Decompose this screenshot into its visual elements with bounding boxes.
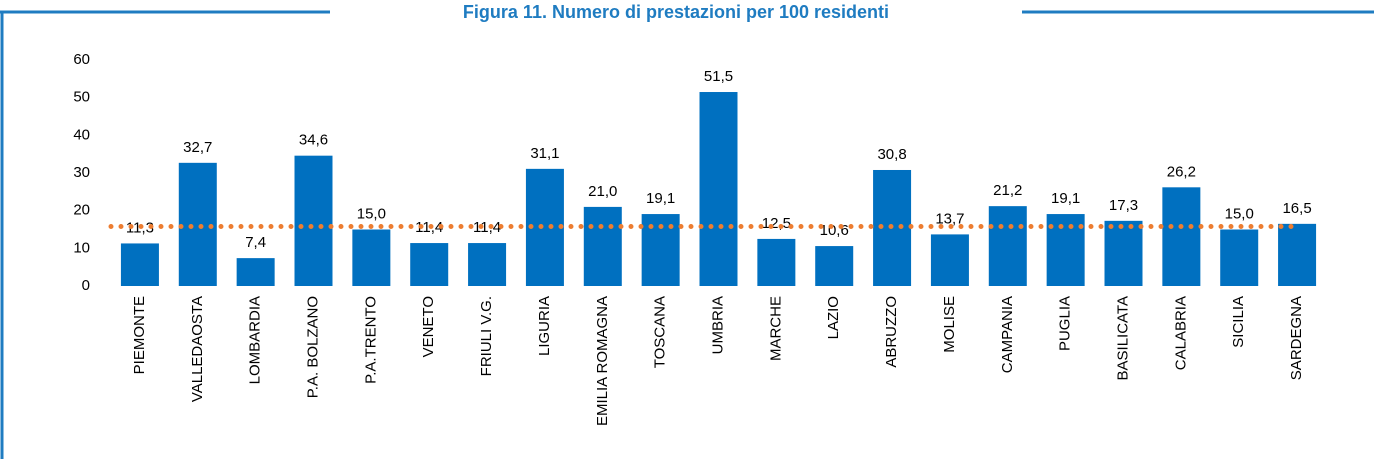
x-tick-label: SICILIA bbox=[1230, 296, 1247, 348]
bar bbox=[1162, 187, 1201, 286]
bar bbox=[410, 243, 449, 286]
value-label: 15,0 bbox=[357, 205, 386, 222]
bar bbox=[757, 238, 796, 286]
value-label: 19,1 bbox=[1051, 190, 1080, 207]
value-label: 16,5 bbox=[1282, 200, 1311, 217]
bar bbox=[236, 258, 275, 286]
x-tick-label: MOLISE bbox=[941, 296, 958, 353]
x-tick-label: P.A.TRENTO bbox=[362, 296, 379, 384]
value-label: 19,1 bbox=[646, 190, 675, 207]
value-label: 21,2 bbox=[993, 182, 1022, 199]
value-label: 51,5 bbox=[704, 68, 733, 85]
bar bbox=[1278, 223, 1317, 286]
value-label: 21,0 bbox=[588, 183, 617, 200]
x-tick-label: SARDEGNA bbox=[1288, 296, 1305, 380]
x-tick-label: LIGURIA bbox=[536, 296, 553, 356]
value-label: 34,6 bbox=[299, 132, 328, 149]
x-tick-label: CAMPANIA bbox=[999, 296, 1016, 373]
bar bbox=[988, 206, 1027, 286]
value-label: 7,4 bbox=[245, 234, 266, 251]
y-tick-label: 20 bbox=[73, 202, 90, 219]
bar bbox=[294, 155, 333, 286]
x-tick-label: P.A. BOLZANO bbox=[304, 296, 321, 398]
value-label: 30,8 bbox=[877, 146, 906, 163]
x-tick-label: TOSCANA bbox=[652, 296, 669, 368]
value-label: 12,5 bbox=[762, 215, 791, 232]
y-tick-label: 30 bbox=[73, 164, 90, 181]
x-tick-label: UMBRIA bbox=[709, 296, 726, 354]
value-label: 15,0 bbox=[1225, 205, 1254, 222]
bar bbox=[699, 92, 738, 287]
value-label: 10,6 bbox=[820, 222, 849, 239]
bar bbox=[468, 243, 507, 286]
x-tick-label: LOMBARDIA bbox=[247, 296, 264, 384]
x-tick-label: BASILICATA bbox=[1114, 296, 1131, 380]
value-label: 31,1 bbox=[530, 145, 559, 162]
chart-title: Figura 11. Numero di prestazioni per 100… bbox=[463, 2, 889, 22]
y-tick-label: 0 bbox=[82, 277, 90, 294]
bar bbox=[815, 246, 854, 286]
x-tick-label: PIEMONTE bbox=[131, 296, 148, 374]
value-label: 17,3 bbox=[1109, 197, 1138, 214]
x-tick-label: VALLEDAOSTA bbox=[189, 296, 206, 402]
x-tick-label: FRIULI V.G. bbox=[478, 296, 495, 376]
bar bbox=[352, 229, 391, 286]
x-tick-label: CALABRIA bbox=[1172, 296, 1189, 370]
value-label: 26,2 bbox=[1167, 163, 1196, 180]
bar bbox=[930, 234, 969, 286]
y-tick-label: 40 bbox=[73, 126, 90, 143]
bar bbox=[1220, 229, 1259, 286]
y-tick-label: 50 bbox=[73, 89, 90, 106]
value-label: 13,7 bbox=[935, 210, 964, 227]
x-tick-label: PUGLIA bbox=[1057, 296, 1074, 351]
x-tick-label: LAZIO bbox=[825, 296, 842, 339]
x-tick-label: MARCHE bbox=[767, 296, 784, 361]
value-label: 11,4 bbox=[473, 219, 501, 236]
value-label: 32,7 bbox=[183, 139, 212, 156]
x-tick-label: VENETO bbox=[420, 296, 437, 357]
bar bbox=[583, 206, 622, 286]
x-tick-label: ABRUZZO bbox=[883, 296, 900, 368]
y-tick-label: 60 bbox=[73, 51, 90, 68]
bar bbox=[1104, 220, 1143, 286]
y-tick-label: 10 bbox=[73, 239, 90, 256]
bar bbox=[120, 243, 159, 286]
x-tick-label: EMILIA ROMAGNA bbox=[594, 296, 611, 426]
